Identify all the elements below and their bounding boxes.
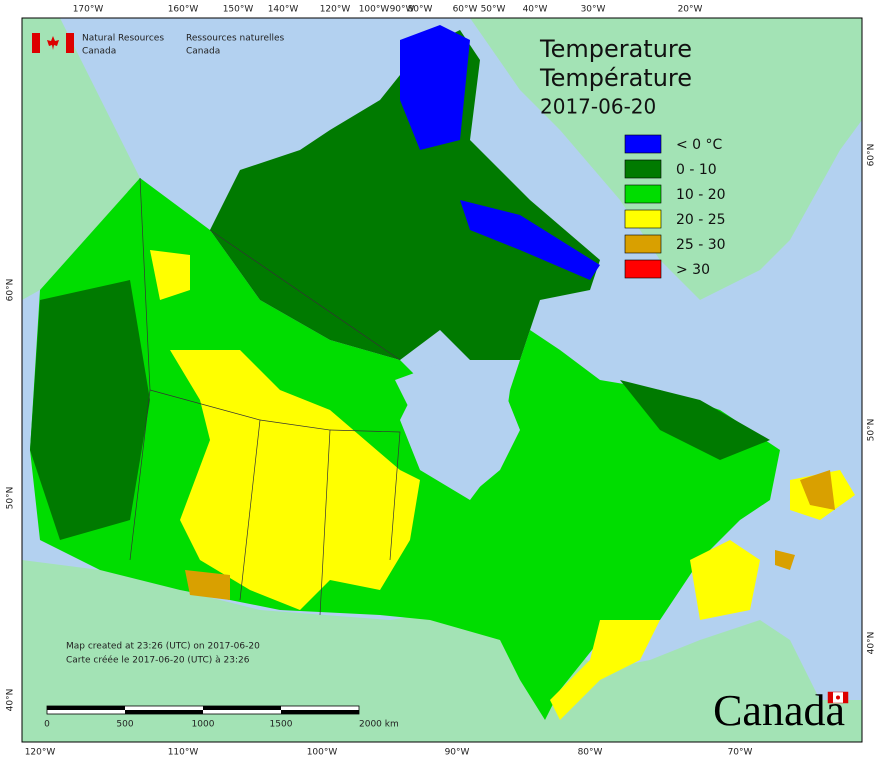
lon-label: 120°W	[25, 748, 56, 758]
footer-fr: Carte créée le 2017-06-20 (UTC) à 23:26	[66, 655, 250, 666]
agency-fr: Canada	[186, 47, 220, 57]
legend-label: 10 - 20	[676, 187, 726, 203]
lon-label: 70°W	[728, 748, 753, 758]
lat-label: 60°N	[867, 144, 877, 167]
lon-label: 140°W	[268, 5, 299, 15]
lon-label: 80°W	[408, 5, 433, 15]
title: Température	[539, 64, 692, 92]
scale-label: 1500	[270, 720, 293, 730]
legend-swatch	[624, 234, 662, 254]
lon-label: 120°W	[320, 5, 351, 15]
legend-label: 0 - 10	[676, 162, 717, 178]
lat-label: 50°N	[6, 487, 16, 510]
agency-en: Natural Resources	[82, 34, 164, 44]
lon-label: 80°W	[578, 748, 603, 758]
wordmark: Canada	[713, 686, 845, 735]
legend-swatch	[624, 184, 662, 204]
scale-label: 500	[116, 720, 133, 730]
flag-leaf	[47, 36, 59, 50]
map-frame	[21, 17, 863, 743]
lon-label: 50°W	[481, 5, 506, 15]
scale-label: 2000 km	[359, 720, 399, 730]
legend-swatch	[624, 209, 662, 229]
lat-label: 50°N	[867, 419, 877, 442]
legend-swatch	[624, 134, 662, 154]
lat-label: 40°N	[6, 689, 16, 712]
lon-label: 150°W	[223, 5, 254, 15]
title: Temperature	[539, 35, 692, 63]
lon-label: 90°W	[445, 748, 470, 758]
lon-label: 40°W	[523, 5, 548, 15]
flag-bar	[66, 33, 74, 53]
agency-en: Canada	[82, 47, 116, 57]
lon-label: 60°W	[453, 5, 478, 15]
lon-label: 170°W	[73, 5, 104, 15]
legend-label: < 0 °C	[676, 137, 723, 153]
scale-label: 1000	[192, 720, 215, 730]
lon-label: 100°W	[359, 5, 390, 15]
legend-swatch	[624, 159, 662, 179]
legend-label: 20 - 25	[676, 212, 726, 228]
date: 2017-06-20	[540, 95, 656, 119]
scale-bar: 0 500 1000 1500 2000 km	[44, 705, 399, 730]
header: Natural Resources Canada Ressources natu…	[32, 33, 285, 57]
scale-label: 0	[44, 720, 50, 730]
flag-bar	[32, 33, 40, 53]
lon-label: 90°W	[390, 5, 415, 15]
graticule-labels: 170°W 160°W 150°W 140°W 120°W 100°W 90°W80°W 60…	[6, 5, 877, 758]
footer-en: Map created at 23:26 (UTC) on 2017-06-20	[66, 642, 260, 652]
lon-label: 30°W	[581, 5, 606, 15]
legend-label: 25 - 30	[676, 237, 726, 253]
lon-label: 100°W	[307, 748, 338, 758]
lon-label: 160°W	[168, 5, 199, 15]
lat-label: 40°N	[867, 632, 877, 655]
wordmark-flag	[827, 691, 849, 704]
legend-swatch	[624, 259, 662, 279]
legend-label: > 30	[676, 262, 710, 278]
lon-label: 110°W	[168, 748, 199, 758]
lon-label: 20°W	[678, 5, 703, 15]
title-block: Temperature Température 2017-06-20	[539, 35, 692, 119]
agency-fr: Ressources naturelles	[186, 34, 285, 44]
lat-label: 60°N	[6, 279, 16, 302]
legend: < 0 °C 0 - 10 10 - 20 20 - 25 25 - 30 > 30	[624, 134, 726, 279]
